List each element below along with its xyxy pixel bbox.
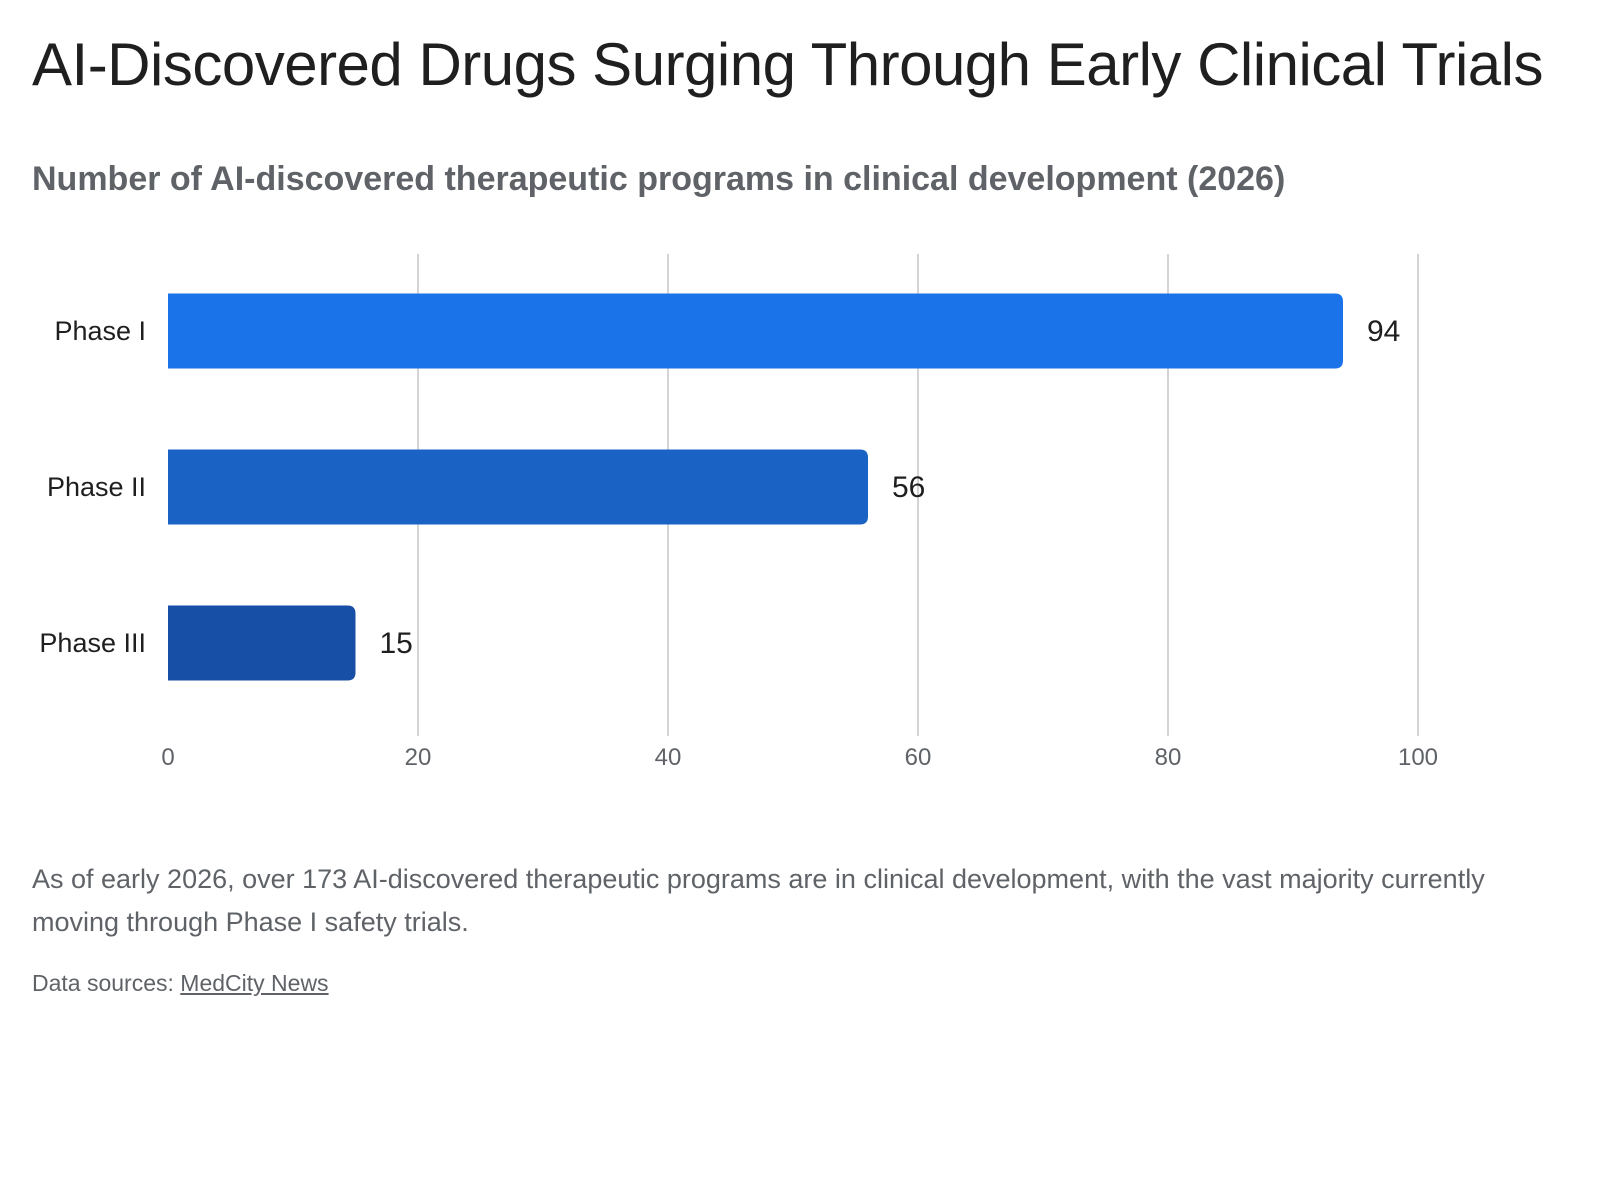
x-tick-label: 80 [1155, 744, 1182, 771]
value-label: 56 [892, 471, 925, 504]
x-tick-label: 100 [1398, 744, 1438, 771]
bars [168, 293, 1343, 681]
x-tick-label: 60 [905, 744, 932, 771]
bar-chart: 0 20 40 60 80 100 Phase I 94 Phase II 56 Phase III… [39, 254, 1438, 771]
source-link-medcity-news[interactable]: MedCity News [180, 970, 329, 996]
chart-title: AI-Discovered Drugs Surging Through Earl… [32, 31, 1544, 98]
x-tick-label: 40 [655, 744, 682, 771]
category-label: Phase II [47, 472, 146, 502]
bar-phase-ii[interactable] [168, 449, 868, 525]
bar-phase-iii[interactable] [168, 605, 356, 681]
bar-phase-i[interactable] [168, 293, 1343, 369]
sources-label: Data sources: [32, 970, 174, 996]
chart-subtitle: Number of AI-discovered therapeutic prog… [32, 160, 1286, 198]
labels: 0 20 40 60 80 100 Phase I 94 Phase II 56 Phase III… [39, 315, 1438, 771]
category-label: Phase I [54, 316, 146, 346]
x-tick-label: 20 [405, 744, 432, 771]
data-sources: Data sources: MedCity News [32, 970, 329, 997]
chart-description: As of early 2026, over 173 AI-discovered… [32, 864, 1485, 937]
value-label: 15 [380, 627, 413, 660]
value-label: 94 [1367, 315, 1400, 348]
category-label: Phase III [39, 628, 146, 658]
x-tick-label: 0 [161, 744, 174, 771]
